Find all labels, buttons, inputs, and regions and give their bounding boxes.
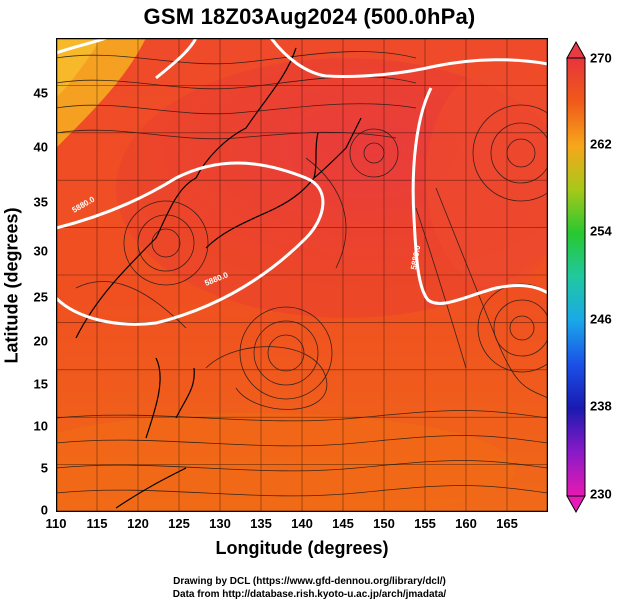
x-tick-120: 120 bbox=[127, 516, 149, 531]
x-tick-150: 150 bbox=[373, 516, 395, 531]
cold-corner-nw-inner bbox=[56, 38, 101, 98]
y-tick-20: 20 bbox=[33, 333, 48, 349]
x-axis-label: Longitude (degrees) bbox=[215, 538, 389, 558]
colorbar-top-arrow bbox=[566, 40, 586, 59]
x-tick-135: 135 bbox=[250, 516, 272, 531]
page-title: GSM 18Z03Aug2024 (500.0hPa) bbox=[143, 4, 476, 29]
colorbar-tick-254: 254 bbox=[590, 223, 612, 239]
colorbar-tick-230: 230 bbox=[590, 486, 612, 502]
x-tick-140: 140 bbox=[291, 516, 313, 531]
plot-frame bbox=[56, 38, 548, 512]
y-tick-10: 10 bbox=[33, 418, 48, 434]
y-tick-25: 25 bbox=[33, 289, 48, 305]
colorbar-tick-246: 246 bbox=[590, 311, 612, 327]
grid-lines bbox=[56, 38, 548, 512]
credit-drawing: Drawing by DCL (https://www.gfd-dennou.o… bbox=[173, 576, 446, 587]
y-axis-label: Latitude (degrees) bbox=[1, 207, 22, 364]
x-tick-110: 110 bbox=[45, 516, 67, 531]
x-tick-165: 165 bbox=[496, 516, 518, 531]
y-tick-35: 35 bbox=[33, 194, 48, 210]
colorbar-bottom-arrow bbox=[566, 495, 586, 514]
colorbar-tick-238: 238 bbox=[590, 398, 612, 414]
colorbar-tick-270: 270 bbox=[590, 50, 612, 66]
y-tick-45: 45 bbox=[33, 85, 48, 101]
x-tick-125: 125 bbox=[168, 516, 190, 531]
y-tick-5: 5 bbox=[40, 460, 48, 476]
y-tick-0: 0 bbox=[40, 502, 48, 518]
warm-south bbox=[56, 413, 516, 512]
x-tick-115: 115 bbox=[86, 516, 108, 531]
contour-5880 bbox=[56, 38, 548, 326]
x-tick-160: 160 bbox=[455, 516, 477, 531]
y-tick-40: 40 bbox=[33, 139, 48, 155]
map-plot: 5880.0 5880.0 5880.0 bbox=[56, 38, 548, 512]
colorbar bbox=[566, 40, 586, 514]
y-tick-30: 30 bbox=[33, 243, 48, 259]
x-tick-145: 145 bbox=[332, 516, 354, 531]
y-tick-15: 15 bbox=[33, 376, 48, 392]
map-field: 5880.0 5880.0 5880.0 bbox=[56, 38, 548, 512]
x-tick-130: 130 bbox=[209, 516, 231, 531]
contour-label-east: 5880.0 bbox=[409, 244, 422, 270]
credit-data: Data from http://database.rish.kyoto-u.a… bbox=[172, 589, 447, 600]
colorbar-tick-262: 262 bbox=[590, 136, 612, 152]
colorbar-body bbox=[566, 57, 586, 497]
coastlines bbox=[75, 47, 362, 509]
x-tick-155: 155 bbox=[414, 516, 436, 531]
